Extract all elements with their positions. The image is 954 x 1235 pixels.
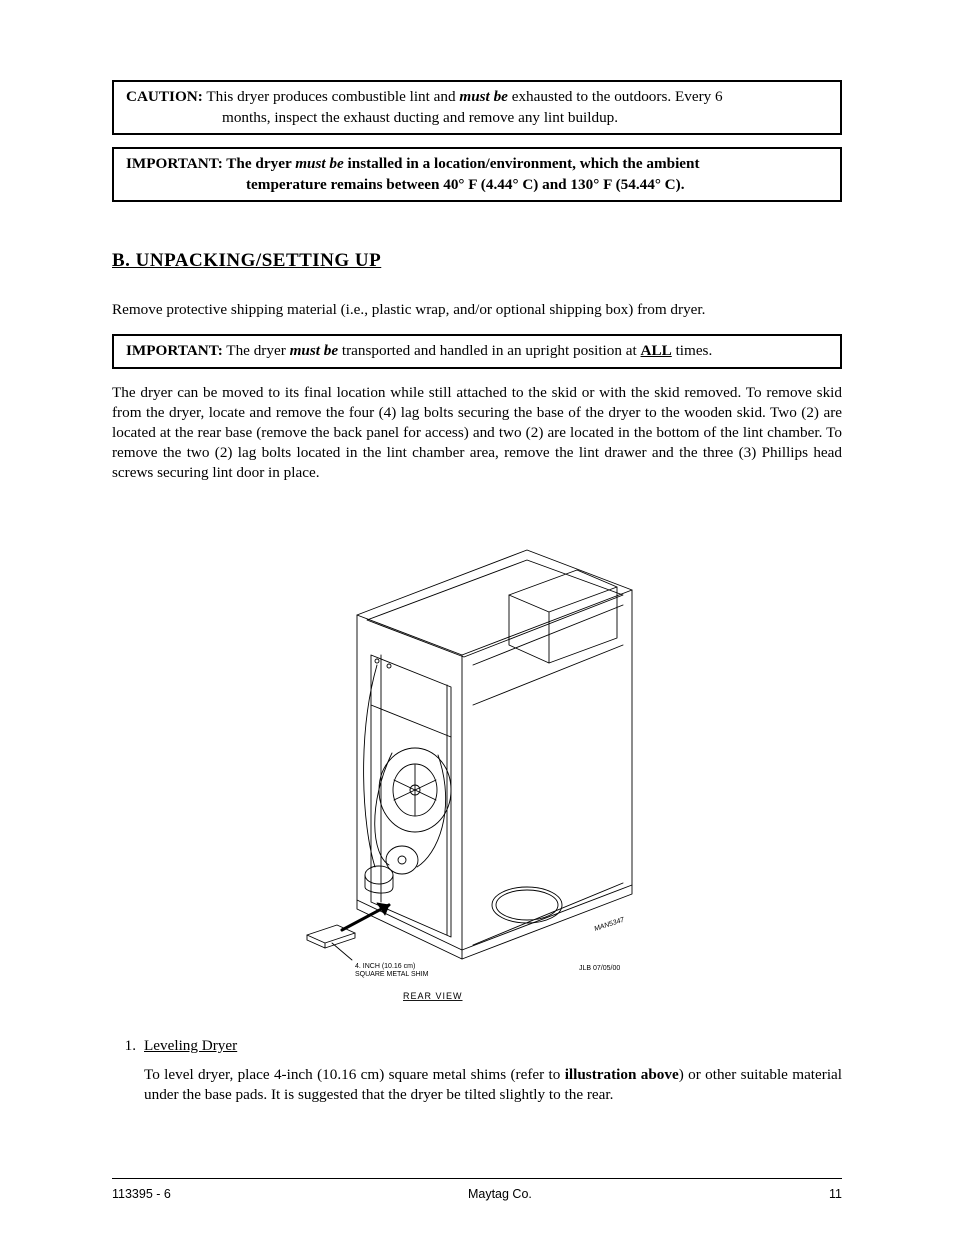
list-title-1: Leveling Dryer [144,1037,237,1055]
list1-before: To level dryer, place 4-inch (10.16 cm) … [144,1066,565,1083]
important-box-1: IMPORTANT: The dryer must be installed i… [112,147,842,202]
footer-right: 11 [829,1187,842,1201]
rear-view-label: REAR VIEW [403,991,463,1001]
caution-label: CAUTION: [126,88,203,105]
important2-label: IMPORTANT: [126,342,223,359]
dryer-diagram: 4. INCH (10.16 cm) SQUARE METAL SHIM REA… [112,505,842,1005]
list-num-1: 1. [112,1037,144,1055]
important-box-2: IMPORTANT: The dryer must be transported… [112,334,842,369]
section-b-p1: Remove protective shipping material (i.e… [112,300,842,320]
list-body-1: To level dryer, place 4-inch (10.16 cm) … [112,1065,842,1105]
footer-left: 113395 - 6 [112,1187,171,1201]
list1-bold: illustration above [565,1066,679,1083]
caution-line2: months, inspect the exhaust ducting and … [126,108,828,129]
list-item-1: 1. Leveling Dryer [112,1037,842,1055]
footer-center: Maytag Co. [468,1187,532,1201]
important1-before: The dryer [223,155,295,172]
important2-after: times. [672,342,713,359]
important1-after: installed in a location/environment, whi… [344,155,700,172]
section-b-p2: The dryer can be moved to its final loca… [112,383,842,483]
important1-label: IMPORTANT: [126,155,223,172]
important2-emph: must be [290,342,339,359]
important1-line2: temperature remains between 40° F (4.44°… [246,176,685,193]
caution-line1-after: exhausted to the outdoors. Every 6 [508,88,723,105]
caution-emph: must be [459,88,508,105]
caution-box: CAUTION: This dryer produces combustible… [112,80,842,135]
important2-all: ALL [641,342,672,359]
important2-before: The dryer [223,342,290,359]
shim-label-2: SQUARE METAL SHIM [355,971,429,978]
dryer-svg: 4. INCH (10.16 cm) SQUARE METAL SHIM REA… [297,505,657,1005]
important1-emph: must be [295,155,344,172]
important2-mid: transported and handled in an upright po… [338,342,640,359]
page-footer: 113395 - 6 Maytag Co. 11 [112,1187,842,1201]
shim-label-1: 4. INCH (10.16 cm) [355,963,415,970]
date-label: JLB 07/05/00 [579,965,620,972]
mano-label: MAN5347 [593,916,626,933]
section-b-heading: B. UNPACKING/SETTING UP [112,250,842,272]
footer-rule [112,1178,842,1179]
caution-line1-before: This dryer produces combustible lint and [203,88,460,105]
